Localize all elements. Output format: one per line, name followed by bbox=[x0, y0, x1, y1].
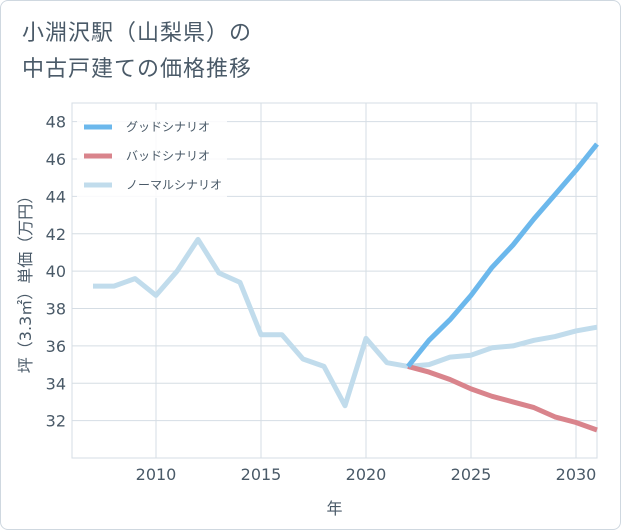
y-axis-label: 坪（3.3㎡）単価（万円） bbox=[16, 188, 35, 373]
x-tick-label: 2030 bbox=[556, 465, 597, 484]
y-tick-label: 40 bbox=[46, 262, 66, 281]
y-tick-label: 32 bbox=[46, 412, 66, 431]
y-tick-label: 36 bbox=[46, 337, 66, 356]
series-line-2 bbox=[93, 236, 598, 409]
x-tick-label: 2025 bbox=[451, 465, 492, 484]
chart-title: 小淵沢駅（山梨県）の 中古戸建ての価格推移 bbox=[22, 16, 582, 88]
x-axis-label: 年 bbox=[326, 499, 342, 518]
y-tick-label: 42 bbox=[46, 225, 66, 244]
legend-label: ノーマルシナリオ bbox=[126, 178, 222, 192]
series-line-0 bbox=[406, 142, 599, 368]
title-line-1: 小淵沢駅（山梨県）の bbox=[22, 21, 253, 46]
y-tick-label: 38 bbox=[46, 300, 66, 319]
x-tick-label: 2020 bbox=[346, 465, 387, 484]
y-tick-label: 44 bbox=[46, 187, 66, 206]
legend-label: グッドシナリオ bbox=[126, 120, 210, 134]
title-line-2: 中古戸建ての価格推移 bbox=[22, 57, 253, 82]
x-tick-label: 2010 bbox=[136, 465, 177, 484]
y-tick-label: 48 bbox=[46, 113, 66, 132]
series-line-1 bbox=[407, 363, 598, 433]
plot-area-border bbox=[71, 102, 598, 459]
x-tick-label: 2015 bbox=[241, 465, 282, 484]
y-tick-label: 34 bbox=[46, 374, 66, 393]
legend-label: バッドシナリオ bbox=[126, 149, 210, 163]
y-tick-label: 46 bbox=[46, 150, 66, 169]
